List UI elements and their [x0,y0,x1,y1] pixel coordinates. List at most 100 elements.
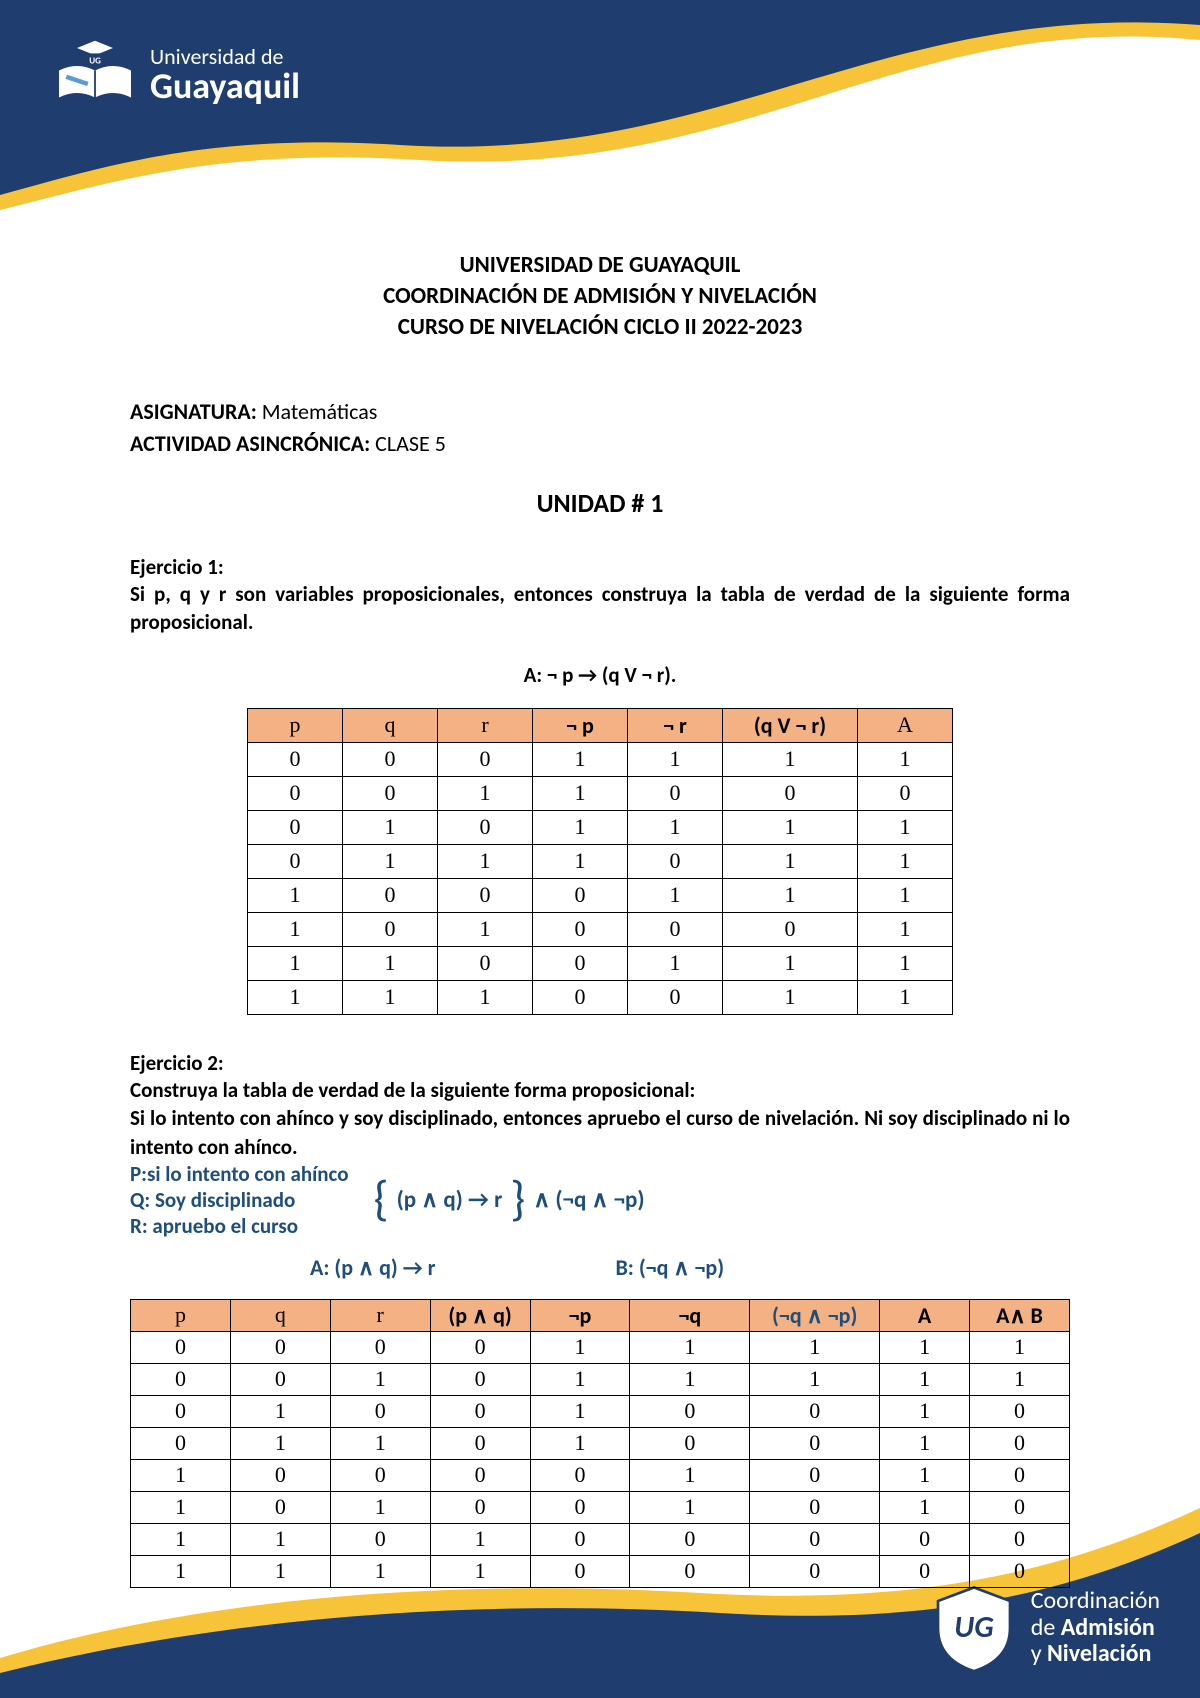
table-cell: 0 [530,1523,630,1555]
ex1-body: Si p, q y r son variables proposicionale… [130,580,1070,637]
table-cell: 1 [858,980,953,1014]
table-header: (¬q ∧ ¬p) [750,1299,880,1331]
table-cell: 0 [430,1331,530,1363]
table-row: 1100111 [248,946,953,980]
table-header: ¬ r [628,708,723,742]
table-cell: 1 [630,1459,750,1491]
ex2-truth-table: pqr(p ∧ q)¬p¬q(¬q ∧ ¬p)AA∧ B000011111001… [130,1299,1070,1588]
table-cell: 0 [970,1427,1070,1459]
table-cell: 0 [430,1363,530,1395]
table-cell: 0 [628,912,723,946]
table-cell: 1 [880,1427,970,1459]
table-cell: 1 [858,844,953,878]
ex2-q-def: Q: Soy disciplinado [130,1187,349,1213]
ex2-ab-defs: A: (p ∧ q) → r B: (¬q ∧ ¬p) [310,1254,1070,1281]
ex2-p-def: P:si lo intento con ahínco [130,1161,349,1187]
table-cell: 0 [880,1555,970,1587]
table-cell: 1 [248,912,343,946]
table-cell: 0 [723,776,858,810]
table-row: 1110011 [248,980,953,1014]
table-row: 1000111 [248,878,953,912]
table-cell: 0 [858,776,953,810]
page-content: UNIVERSIDAD DE GUAYAQUIL COORDINACIÓN DE… [130,250,1070,1588]
table-cell: 0 [330,1459,430,1491]
table-cell: 0 [970,1491,1070,1523]
table-cell: 0 [330,1523,430,1555]
title-line3: CURSO DE NIVELACIÓN CICLO II 2022-2023 [130,312,1070,343]
ex2-formula-left: (p ∧ q) → r [397,1186,503,1214]
table-row: 100001010 [131,1459,1070,1491]
table-header: ¬p [530,1299,630,1331]
ex2-a-def: A: (p ∧ q) → r [310,1254,435,1281]
left-brace-icon: { [374,1185,389,1214]
title-block: UNIVERSIDAD DE GUAYAQUIL COORDINACIÓN DE… [130,250,1070,343]
table-cell: 0 [131,1331,231,1363]
university-logo: UG Universidad de Guayaquil [50,30,300,120]
shield-logo-icon: UG [929,1583,1019,1673]
table-cell: 1 [723,742,858,776]
table-cell: 0 [970,1555,1070,1587]
ex2-line1: Construya la tabla de verdad de la sigui… [130,1076,1070,1104]
table-cell: 0 [248,810,343,844]
table-cell: 0 [330,1331,430,1363]
table-header: r [330,1299,430,1331]
ex1-formula: A: ¬ p → (q V ¬ r). [130,662,1070,688]
table-header: A [880,1299,970,1331]
actividad-value: CLASE 5 [375,430,446,457]
table-cell: 0 [438,878,533,912]
table-cell: 0 [723,912,858,946]
table-cell: 1 [970,1363,1070,1395]
table-cell: 1 [343,844,438,878]
table-row: 001011111 [131,1363,1070,1395]
table-cell: 1 [630,1331,750,1363]
table-row: 0011000 [248,776,953,810]
table-cell: 0 [343,776,438,810]
table-cell: 1 [533,742,628,776]
table-cell: 1 [438,912,533,946]
table-cell: 0 [343,912,438,946]
actividad-label: ACTIVIDAD ASINCRÓNICA: [130,430,370,457]
table-cell: 1 [438,980,533,1014]
ex2-body: Construya la tabla de verdad de la sigui… [130,1076,1070,1161]
table-cell: 0 [750,1523,880,1555]
table-cell: 0 [230,1331,330,1363]
table-cell: 1 [750,1331,880,1363]
footer-line3a: y [1031,1639,1047,1668]
ex2-label: Ejercicio 2: [130,1050,1070,1076]
table-cell: 0 [630,1523,750,1555]
table-cell: 1 [723,946,858,980]
table-cell: 1 [530,1363,630,1395]
table-cell: 0 [628,776,723,810]
table-cell: 0 [530,1491,630,1523]
table-cell: 0 [630,1427,750,1459]
table-cell: 0 [230,1491,330,1523]
table-cell: 0 [880,1523,970,1555]
table-cell: 1 [723,878,858,912]
table-cell: 0 [533,946,628,980]
table-cell: 1 [880,1363,970,1395]
table-row: 0101111 [248,810,953,844]
footer-line3b: Nivelación [1047,1639,1151,1668]
table-cell: 1 [723,810,858,844]
table-row: 1010001 [248,912,953,946]
table-cell: 1 [858,946,953,980]
table-cell: 1 [230,1523,330,1555]
table-cell: 1 [533,844,628,878]
table-cell: 1 [430,1523,530,1555]
table-cell: 0 [230,1363,330,1395]
table-row: 101001010 [131,1491,1070,1523]
table-cell: 1 [858,742,953,776]
table-cell: 1 [530,1331,630,1363]
ex1-label: Ejercicio 1: [130,554,1070,580]
table-row: 0111011 [248,844,953,878]
table-cell: 1 [343,946,438,980]
table-cell: 1 [530,1427,630,1459]
asignatura-line: ASIGNATURA: Matemáticas [130,398,1070,425]
table-cell: 0 [533,878,628,912]
table-cell: 0 [530,1555,630,1587]
table-cell: 0 [630,1555,750,1587]
table-cell: 1 [880,1331,970,1363]
table-cell: 0 [970,1395,1070,1427]
table-cell: 0 [630,1395,750,1427]
table-cell: 1 [858,912,953,946]
